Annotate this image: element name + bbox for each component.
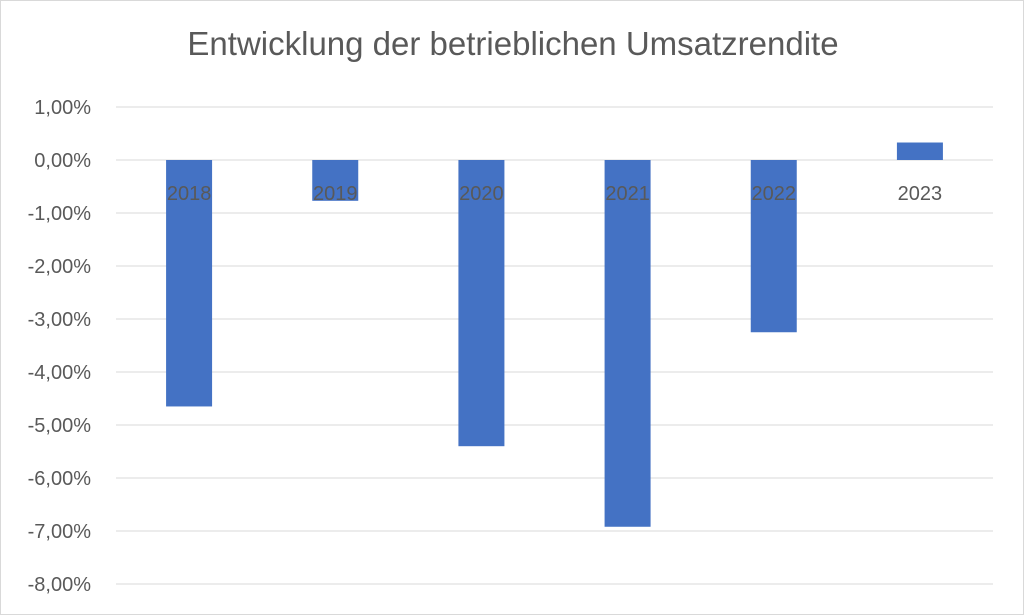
y-tick-label: -2,00% xyxy=(28,256,92,278)
bar-2018 xyxy=(166,160,213,407)
y-tick-label: -5,00% xyxy=(28,415,92,437)
y-tick-label: 1,00% xyxy=(34,97,91,119)
bar-2021 xyxy=(604,160,651,527)
x-category-label: 2020 xyxy=(459,183,504,205)
y-tick-label: -3,00% xyxy=(28,309,92,331)
y-tick-label: -7,00% xyxy=(28,521,92,543)
bar-2019 xyxy=(312,160,359,201)
y-tick-label: -4,00% xyxy=(28,362,92,384)
y-tick-label: -6,00% xyxy=(28,468,92,490)
x-category-label: 2021 xyxy=(605,183,650,205)
y-tick-label: -1,00% xyxy=(28,203,92,225)
bar-2023 xyxy=(896,142,943,160)
x-category-label: 2022 xyxy=(752,183,797,205)
y-tick-label: 0,00% xyxy=(34,150,91,172)
bar-2020 xyxy=(458,160,505,447)
x-category-label: 2019 xyxy=(313,183,358,205)
x-category-label: 2023 xyxy=(898,183,943,205)
bar-2022 xyxy=(750,160,797,333)
x-category-label: 2018 xyxy=(167,183,212,205)
y-tick-label: -8,00% xyxy=(28,574,92,596)
chart-title: Entwicklung der betrieblichen Umsatzrend… xyxy=(187,25,839,62)
